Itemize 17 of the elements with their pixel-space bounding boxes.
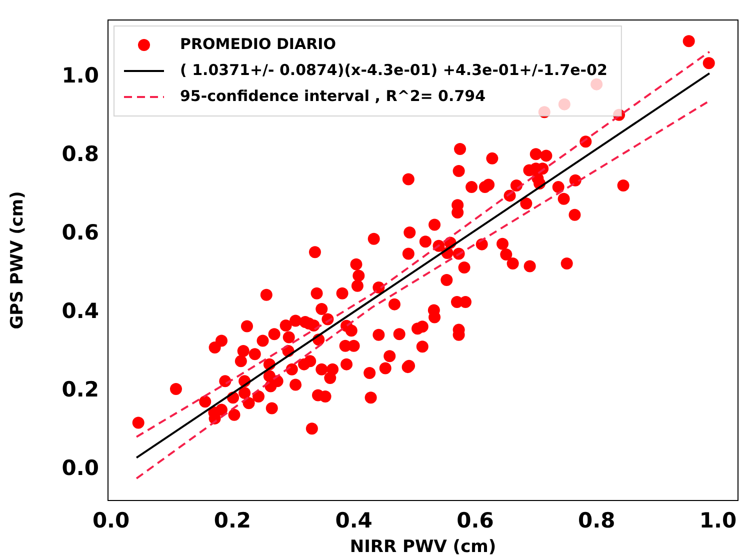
x-tick-label: 0.2: [214, 508, 252, 532]
legend-label: 95-confidence interval , R^2= 0.794: [180, 86, 486, 105]
x-tick-label: 1.0: [699, 508, 737, 532]
y-tick-label: 0.4: [62, 299, 99, 324]
x-tick-label: 0.6: [456, 508, 494, 532]
y-tick-label: 0.6: [62, 220, 99, 245]
x-tick-label: 0.0: [92, 508, 130, 532]
y-tick-label: 0.8: [62, 142, 99, 166]
y-axis-title: GPS PWV (cm): [8, 191, 28, 330]
x-tick-label: 0.8: [578, 508, 616, 532]
y-tick-label: 0.0: [62, 456, 99, 480]
y-tick-label: 1.0: [62, 64, 99, 88]
x-tick-label: 0.4: [335, 508, 372, 532]
y-tick-label: 0.2: [62, 377, 99, 402]
legend-label: PROMEDIO DIARIO: [180, 34, 336, 53]
x-axis-title: NIRR PWV (cm): [350, 537, 496, 558]
legend-label: ( 1.0371+/- 0.0874)(x-4.3e-01) +4.3e-01+/-1.7e-02: [180, 60, 608, 79]
